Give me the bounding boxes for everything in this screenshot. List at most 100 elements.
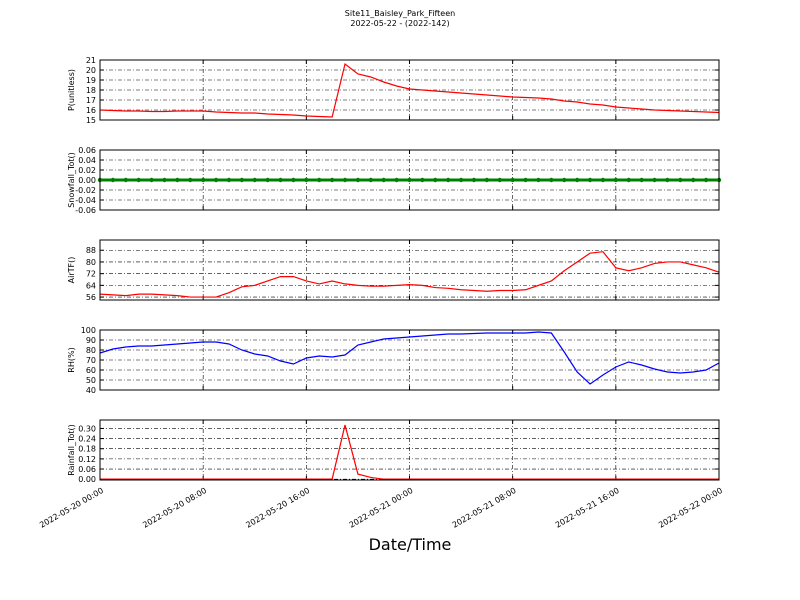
data-point <box>342 177 348 183</box>
data-point <box>200 177 206 183</box>
y-tick-label: 100 <box>81 326 96 335</box>
y-axis-label: RH(%) <box>67 347 76 372</box>
data-point <box>265 177 270 183</box>
data-line <box>100 424 719 480</box>
data-point <box>458 177 464 183</box>
data-point <box>149 177 154 183</box>
x-tick-label: 2022-05-22 00:00 <box>657 486 724 530</box>
y-tick-label: 16 <box>86 106 96 115</box>
y-tick-label: -0.06 <box>75 206 96 215</box>
data-point <box>510 177 515 183</box>
y-tick-label: -0.02 <box>75 186 96 195</box>
x-tick-label: 2022-05-20 00:00 <box>38 486 105 530</box>
data-line <box>99 62 720 118</box>
data-point <box>691 177 696 183</box>
y-tick-label: 0.18 <box>78 445 96 454</box>
data-point <box>574 177 580 183</box>
y-tick-label: 0.04 <box>78 156 96 165</box>
y-tick-label: 40 <box>86 386 96 395</box>
data-point <box>381 177 386 183</box>
data-point <box>562 177 567 183</box>
y-tick-label: 17 <box>86 96 96 105</box>
y-tick-label: 15 <box>86 116 96 125</box>
data-point <box>445 177 451 183</box>
data-point <box>587 177 593 183</box>
x-tick-label: 2022-05-20 08:00 <box>141 486 208 530</box>
data-point <box>549 177 554 183</box>
plot-frame <box>99 149 720 211</box>
x-axis-label: Date/Time <box>369 535 452 554</box>
data-line <box>99 251 720 298</box>
data-point <box>703 177 709 183</box>
data-line <box>99 331 720 385</box>
data-point <box>484 177 490 183</box>
y-tick-label: 0.06 <box>78 146 96 155</box>
y-tick-label: 80 <box>86 346 96 355</box>
data-point <box>523 177 528 183</box>
y-tick-label: 0.24 <box>78 435 96 444</box>
y-tick-label: 21 <box>86 56 96 65</box>
y-tick-label: 0.30 <box>78 424 96 433</box>
data-point <box>626 177 631 183</box>
plot-frame <box>99 239 720 301</box>
y-tick-label: 0.06 <box>78 465 96 474</box>
x-tick-label: 2022-05-21 16:00 <box>554 486 621 530</box>
y-tick-label: 0.00 <box>78 475 96 484</box>
y-tick-label: 64 <box>86 281 96 290</box>
chart-subtitle: 2022-05-22 - (2022-142) <box>350 19 449 28</box>
y-axis-label: AirTF() <box>67 257 76 284</box>
data-point <box>188 177 193 183</box>
data-point <box>420 177 425 183</box>
data-point <box>175 177 180 183</box>
data-point <box>213 177 219 183</box>
y-tick-label: 19 <box>86 76 96 85</box>
data-point <box>291 177 296 183</box>
plot-frame <box>99 59 720 121</box>
data-point <box>278 177 283 183</box>
chart-title: Site11_Baisley_Park_Fifteen <box>345 9 455 18</box>
data-point <box>407 177 412 183</box>
y-tick-label: 70 <box>86 356 96 365</box>
data-point <box>665 177 670 183</box>
x-tick-label: 2022-05-21 08:00 <box>451 486 518 530</box>
y-tick-label: 0.12 <box>78 455 96 464</box>
data-point <box>226 177 232 183</box>
y-axis-label: P(unitless) <box>67 69 76 111</box>
y-tick-label: 18 <box>86 86 96 95</box>
data-point <box>613 177 619 183</box>
y-tick-label: 0.02 <box>78 166 96 175</box>
plot-frame <box>99 329 720 391</box>
data-point <box>433 177 438 183</box>
data-point <box>329 177 335 183</box>
data-point <box>123 177 128 183</box>
data-point <box>652 177 657 183</box>
y-tick-label: 50 <box>86 376 96 385</box>
data-point <box>678 177 683 183</box>
y-axis-label: Snowfall_Tot() <box>67 152 76 208</box>
data-point <box>239 177 245 183</box>
y-tick-label: 56 <box>86 293 96 302</box>
data-point <box>304 177 309 183</box>
data-point <box>368 177 374 183</box>
data-point <box>639 177 644 183</box>
data-point <box>394 177 399 183</box>
data-point <box>110 177 116 183</box>
y-tick-label: -0.04 <box>75 196 96 205</box>
y-axis-label: Rainfall_Tot() <box>67 424 76 476</box>
data-point <box>355 177 361 183</box>
data-point <box>162 177 167 183</box>
data-point <box>536 177 541 183</box>
data-point <box>252 177 257 183</box>
x-tick-label: 2022-05-21 00:00 <box>348 486 415 530</box>
y-tick-label: 72 <box>86 270 96 279</box>
data-point <box>317 177 322 183</box>
y-tick-label: 0.00 <box>78 176 96 185</box>
data-point <box>600 177 606 183</box>
x-tick-label: 2022-05-20 16:00 <box>244 486 311 530</box>
data-point <box>497 177 502 183</box>
data-point <box>136 177 141 183</box>
data-point <box>471 177 477 183</box>
y-tick-label: 88 <box>86 246 96 255</box>
y-tick-label: 80 <box>86 258 96 267</box>
